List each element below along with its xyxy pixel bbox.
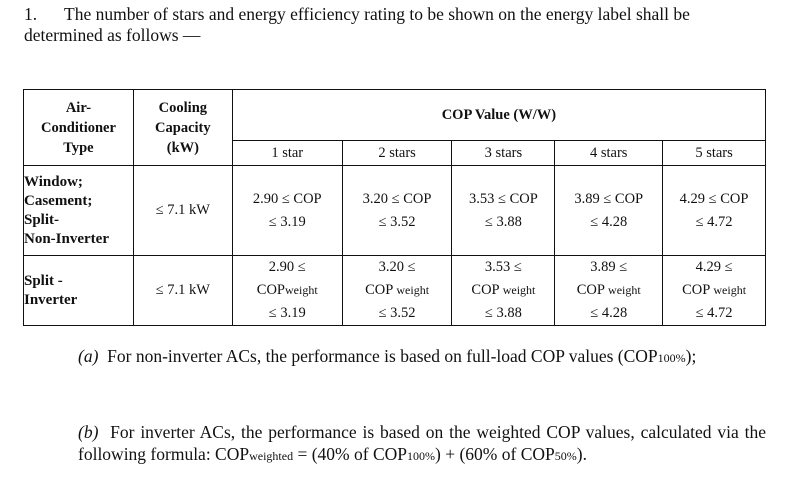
- cop-range: 4.29 ≤ COP ≤ 4.72: [662, 165, 766, 256]
- table-row: Window; Casement; Split- Non-Inverter ≤ 7.1 …: [23, 165, 766, 256]
- ac-type-line: Window;: [24, 173, 83, 190]
- cop-range: 3.53 ≤ COP ≤ 3.88: [451, 165, 556, 256]
- header-type: Air- Conditioner Type: [23, 89, 134, 166]
- sub-weighted: weighted: [249, 449, 294, 463]
- cop-lower: 4.29 ≤ COP: [679, 190, 749, 207]
- cop-label: COP: [365, 282, 397, 298]
- cop-range: 4.29 ≤ COP weight ≤ 4.72: [662, 255, 766, 326]
- note-a-end: );: [685, 346, 697, 366]
- note-b-label: (b): [78, 422, 99, 442]
- cop-sub: weight: [285, 283, 318, 297]
- cop-upper: ≤ 3.52: [378, 213, 416, 230]
- cop-lower: 4.29 ≤: [695, 259, 733, 275]
- cop-sub: weight: [713, 283, 747, 297]
- capacity: ≤ 7.1 kW: [132, 165, 233, 256]
- cop-upper: ≤ 4.28: [590, 305, 628, 321]
- ac-type: Window; Casement; Split- Non-Inverter: [23, 165, 134, 256]
- intro-paragraph: 1. The number of stars and energy efficie…: [24, 4, 769, 46]
- cop-range: 3.53 ≤ COP weight ≤ 3.88: [451, 255, 556, 326]
- cop-label: COP: [256, 282, 285, 298]
- capacity: ≤ 7.1 kW: [132, 255, 233, 326]
- header-star-4: 4 stars: [554, 140, 664, 166]
- note-b-mid2: ) + (60% of COP: [435, 444, 555, 464]
- cop-upper: ≤ 3.19: [268, 213, 306, 230]
- cop-lower: 3.53 ≤: [484, 259, 522, 275]
- header-star-2: 2 stars: [341, 140, 453, 166]
- cop-sub: weight: [502, 283, 536, 297]
- note-b-mid: = (40% of COP: [293, 444, 408, 464]
- cop-label: COP: [682, 282, 714, 298]
- cop-upper: ≤ 3.52: [378, 305, 416, 321]
- note-b: (b) For inverter ACs, the performance is…: [78, 421, 766, 467]
- header-star-3: 3 stars: [451, 140, 556, 166]
- cop-lower: 3.20 ≤: [378, 259, 416, 275]
- cop-lower: 3.20 ≤ COP: [362, 190, 432, 207]
- ac-type-line: Split-: [24, 211, 60, 228]
- cop-sub: weight: [608, 283, 641, 297]
- cop-lower: 3.89 ≤ COP: [574, 190, 644, 207]
- cop-sub: weight: [396, 283, 430, 297]
- intro-text: The number of stars and energy efficienc…: [24, 4, 690, 45]
- cop-upper: ≤ 4.28: [590, 213, 628, 230]
- ac-type-line: Inverter: [24, 291, 78, 308]
- note-b-text: For inverter ACs, the performance is bas…: [78, 422, 767, 464]
- ac-type: Split - Inverter: [23, 255, 134, 326]
- star-rating-table: Air- Conditioner Type Cooling Capacity (…: [23, 89, 767, 326]
- sub-100: 100%: [657, 351, 686, 365]
- cop-upper: ≤ 3.88: [484, 213, 522, 230]
- ac-type-line: Casement;: [24, 192, 93, 209]
- header-star-5: 5 stars: [662, 140, 766, 166]
- table-row: Split - Inverter ≤ 7.1 kW 2.90 ≤ COPweight ≤ …: [23, 255, 766, 326]
- cop-range: 3.89 ≤ COP ≤ 4.28: [554, 165, 664, 256]
- cop-lower: 3.53 ≤ COP: [469, 190, 538, 207]
- cop-lower: 2.90 ≤: [268, 259, 306, 275]
- note-a-label: (a): [78, 346, 99, 366]
- cop-upper: ≤ 3.19: [268, 305, 306, 321]
- sub-50: 50%: [554, 449, 577, 463]
- cop-range: 2.90 ≤ COPweight ≤ 3.19: [231, 255, 343, 326]
- item-number: 1.: [24, 4, 38, 24]
- note-b-end: ).: [576, 444, 587, 464]
- sub-100: 100%: [407, 449, 436, 463]
- cop-label: COP: [576, 282, 609, 298]
- cop-upper: ≤ 4.72: [695, 305, 733, 321]
- cop-range: 2.90 ≤ COP ≤ 3.19: [231, 165, 343, 256]
- cop-upper: ≤ 3.88: [484, 305, 522, 321]
- cop-lower: 3.89 ≤: [590, 259, 628, 275]
- cop-lower: 2.90 ≤ COP: [252, 190, 322, 207]
- ac-type-line: Non-Inverter: [24, 230, 109, 247]
- cop-range: 3.20 ≤ COP weight ≤ 3.52: [341, 255, 453, 326]
- cop-upper: ≤ 4.72: [695, 213, 733, 230]
- cop-range: 3.20 ≤ COP ≤ 3.52: [341, 165, 453, 256]
- ac-type-line: Split -: [24, 272, 63, 289]
- header-capacity: Cooling Capacity (kW): [132, 89, 233, 166]
- note-a: (a) For non-inverter ACs, the performanc…: [78, 346, 766, 369]
- header-cop: COP Value (W/W): [231, 89, 767, 141]
- header-star-1: 1 star: [231, 140, 343, 166]
- note-a-text: For non-inverter ACs, the performance is…: [107, 346, 658, 366]
- cop-label: COP: [471, 282, 503, 298]
- cop-range: 3.89 ≤ COP weight ≤ 4.28: [554, 255, 664, 326]
